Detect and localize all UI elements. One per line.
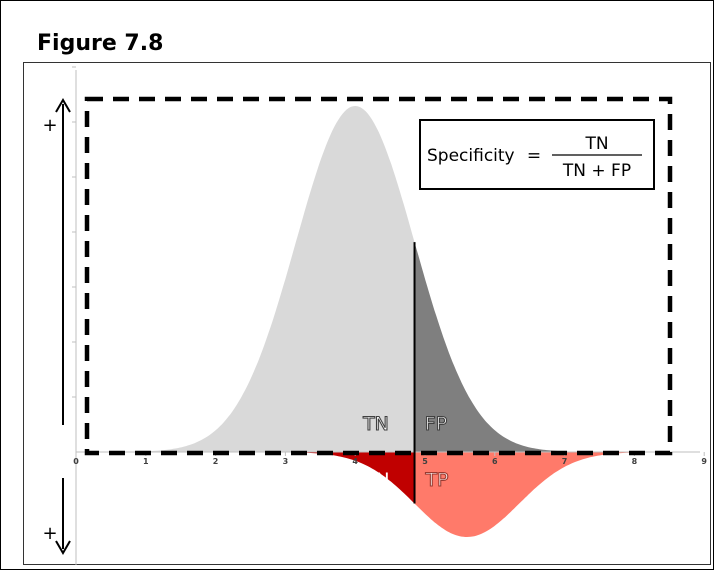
distribution-curves xyxy=(76,106,705,537)
fp-region xyxy=(414,242,705,452)
formula-equals: = xyxy=(527,146,541,166)
x-tick-label: 5 xyxy=(422,457,428,466)
x-tick-label: 3 xyxy=(283,457,289,466)
figure-title: Figure 7.8 xyxy=(37,31,164,56)
bottom-plus-sign: + xyxy=(42,523,57,544)
formula-numerator: TN xyxy=(584,134,608,154)
axis-ticks: 0 1 2 3 4 5 6 7 8 9 xyxy=(72,66,707,466)
x-tick-label: 6 xyxy=(492,457,498,466)
tp-label: TP xyxy=(424,469,448,491)
formula-lhs: Specificity xyxy=(427,146,515,166)
x-tick-label: 8 xyxy=(632,457,638,466)
x-tick-label: 7 xyxy=(562,457,568,466)
specificity-formula: Specificity = TN TN + FP xyxy=(419,119,655,190)
x-tick-label: 4 xyxy=(352,457,358,466)
x-tick-label: 9 xyxy=(701,457,707,466)
up-arrow xyxy=(55,98,71,425)
x-tick-label: 1 xyxy=(143,457,149,466)
fn-region xyxy=(76,452,415,504)
tp-region xyxy=(414,452,705,537)
down-arrow xyxy=(55,478,71,555)
x-tick-label: 0 xyxy=(73,457,79,466)
tn-label: TN xyxy=(362,413,389,435)
fp-label: FP xyxy=(425,413,447,435)
top-plus-sign: + xyxy=(42,115,57,136)
dashed-specificity-box xyxy=(84,96,673,456)
tn-region xyxy=(76,106,415,452)
fn-label: FN xyxy=(364,469,389,491)
formula-denominator: TN + FP xyxy=(562,161,631,181)
x-tick-label: 2 xyxy=(213,457,219,466)
